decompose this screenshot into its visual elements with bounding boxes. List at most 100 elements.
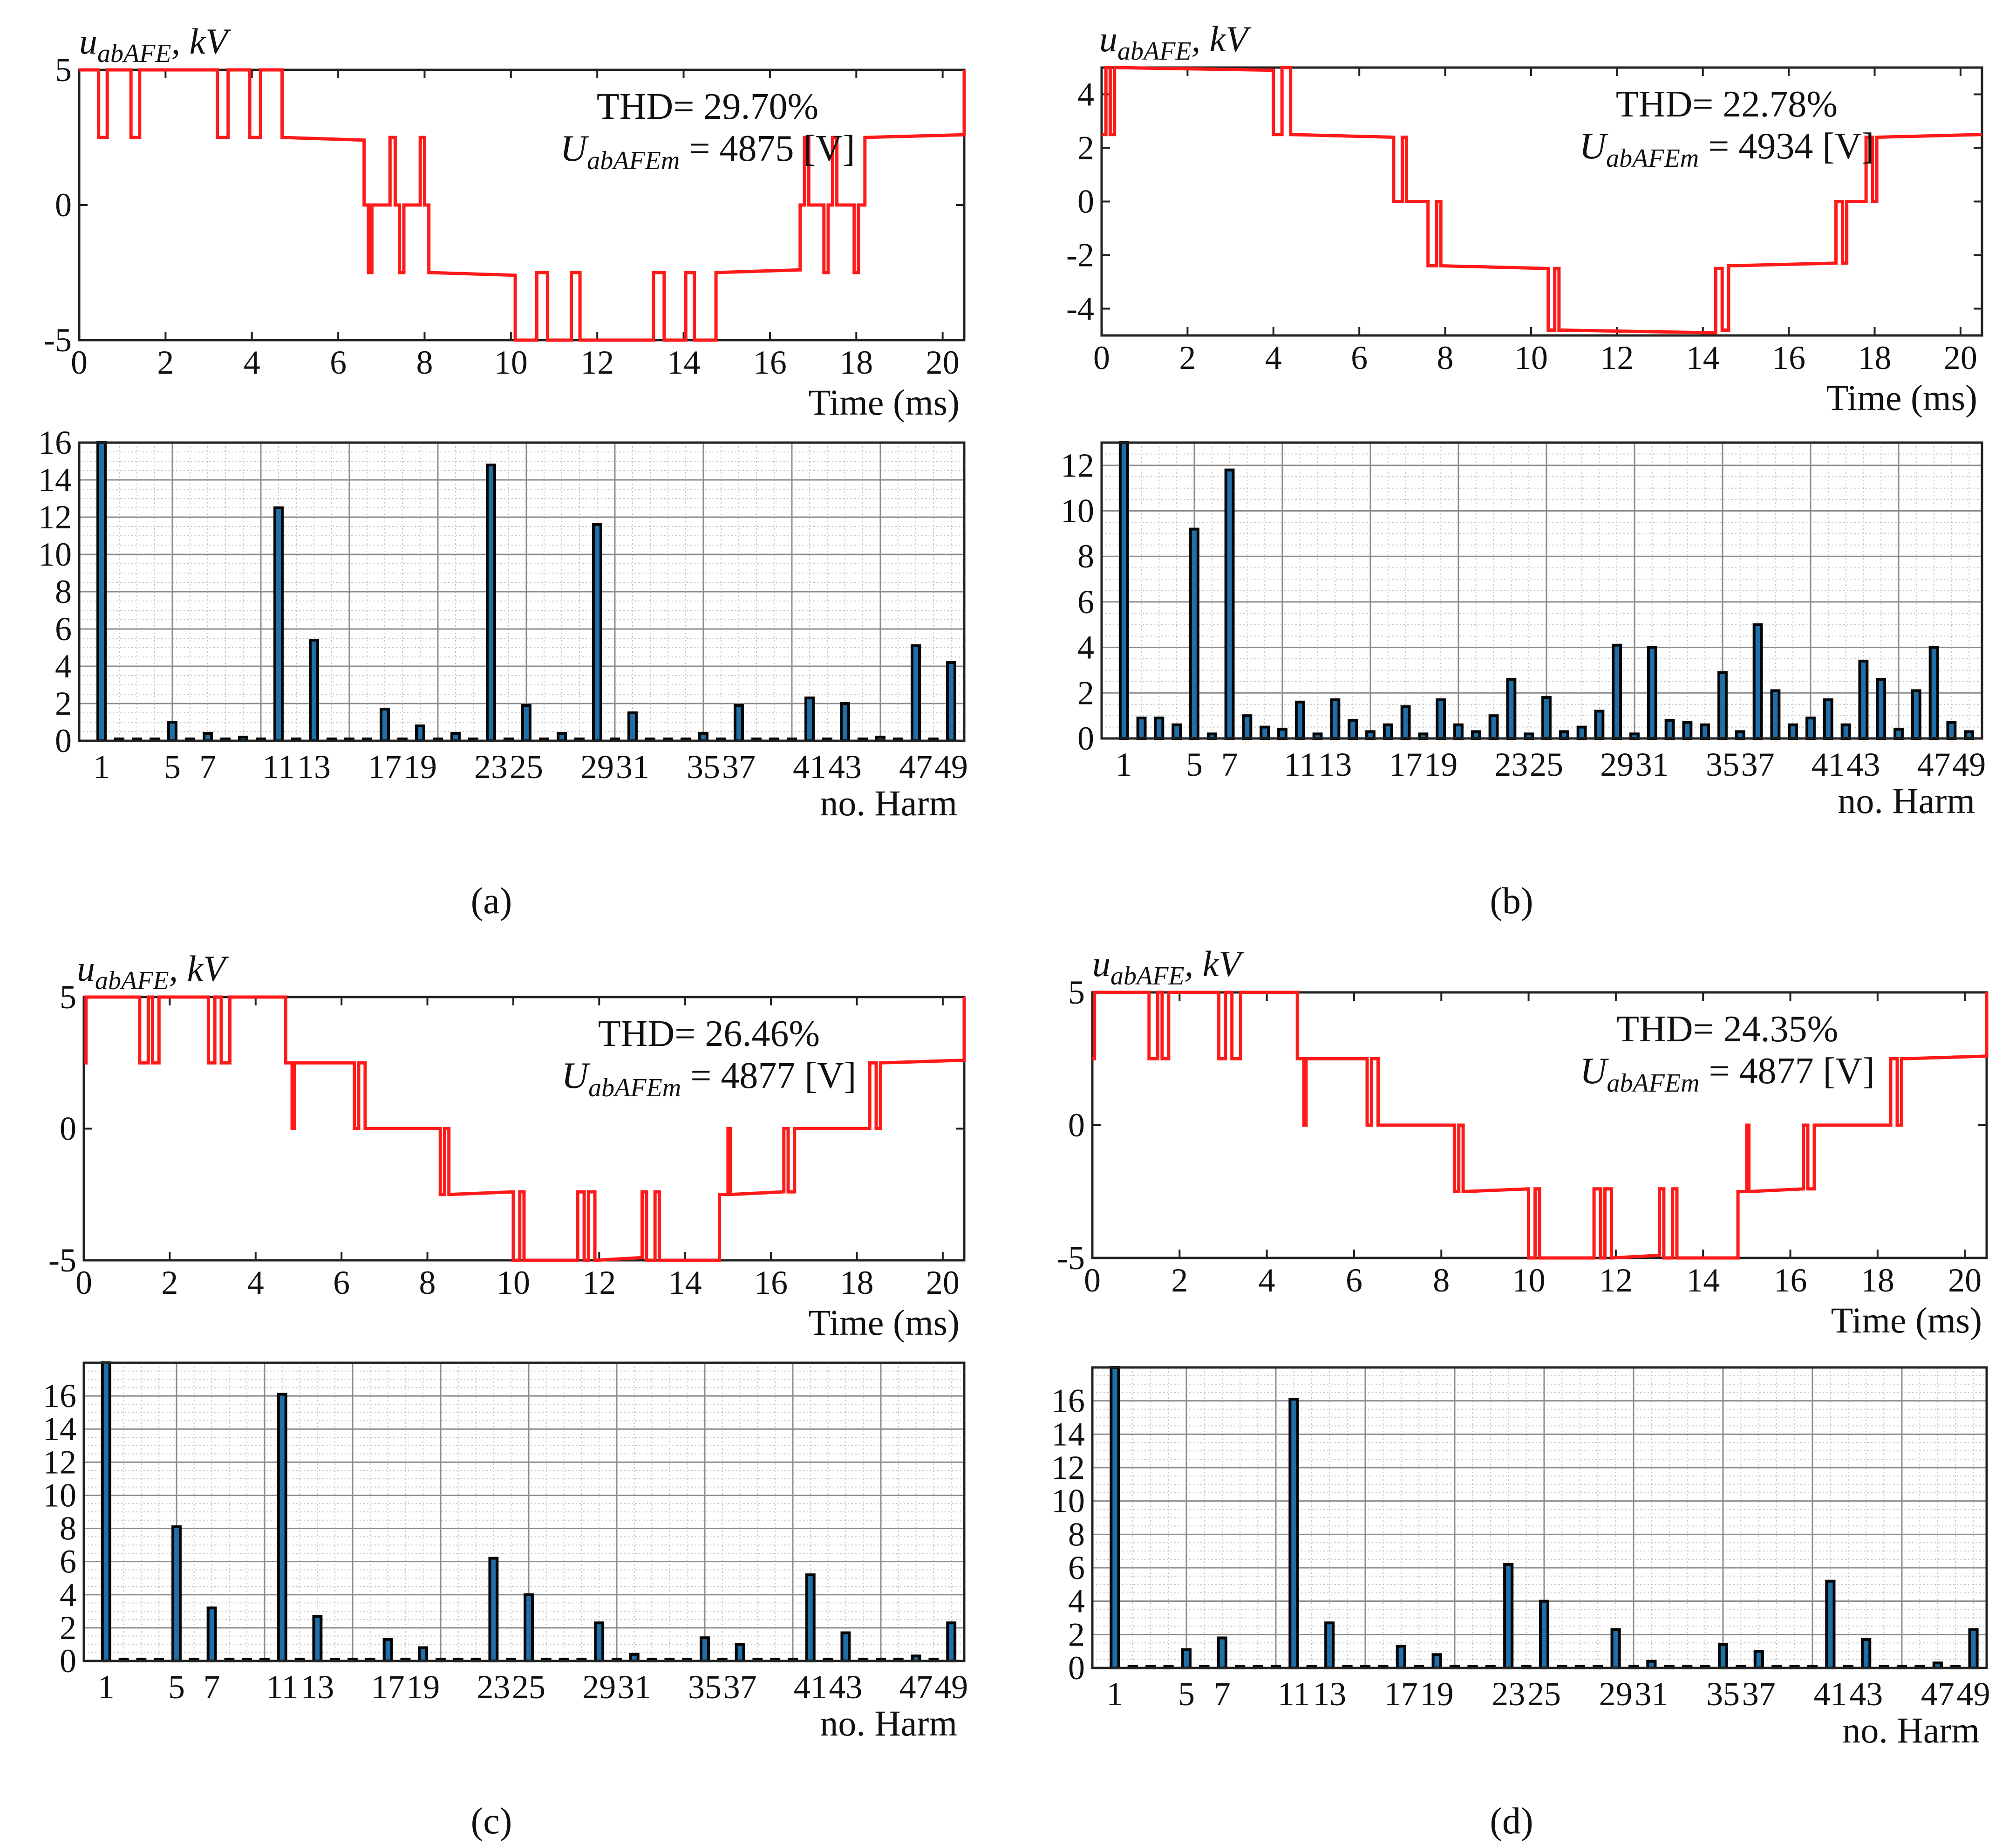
- x-tick-label: 12: [580, 344, 614, 381]
- spectrum-y-tick-label: 0: [55, 722, 72, 759]
- harmonic-bar-3: [1154, 717, 1165, 740]
- harmonic-bar-33: [1682, 721, 1693, 740]
- harmonic-bar-17: [1396, 1645, 1406, 1670]
- x-tick-label: 10: [497, 1264, 530, 1301]
- harmonic-bar-41: [805, 1573, 816, 1662]
- y-label-symbol: u: [79, 21, 97, 62]
- y-tick-label: -2: [1066, 237, 1094, 274]
- spectrum-y-tick-label: 4: [55, 648, 72, 685]
- spectrum-x-tick-label: 47: [899, 748, 933, 786]
- x-tick-label: 18: [840, 1264, 874, 1301]
- harmonic-bar-7: [206, 1606, 217, 1662]
- harmonic-bar-35: [1717, 671, 1728, 740]
- x-tick-label: 4: [247, 1264, 264, 1301]
- spectrum-x-tick-label: 43: [828, 748, 862, 786]
- y-tick-label: -5: [44, 321, 72, 359]
- y-label-unit: , kV: [171, 21, 232, 62]
- harmonic-bar-13: [309, 639, 319, 742]
- spectrum-y-tick-label: 12: [38, 499, 72, 536]
- harmonic-bar-19: [1436, 698, 1446, 740]
- harmonic-bar-19: [415, 724, 425, 742]
- waveform-y-label: uabAFE, kV: [79, 21, 232, 68]
- harmonic-bar-1: [96, 441, 107, 742]
- harmonic-bar-19: [1431, 1653, 1442, 1669]
- spectrum-x-tick-label: 47: [1921, 1675, 1955, 1713]
- x-tick-label: 14: [667, 344, 701, 381]
- voltage-waveform-line: [1102, 66, 1982, 335]
- x-tick-label: 8: [419, 1264, 436, 1301]
- thd-annotation: THD= 24.35%: [1616, 1009, 1838, 1050]
- x-tick-label: 14: [1686, 339, 1720, 376]
- spectrum-x-tick-label: 23: [477, 1668, 510, 1706]
- harmonic-bar-5: [167, 721, 177, 742]
- spectrum-x-tick-label: 1: [1106, 1675, 1123, 1713]
- spectrum-x-tick-label: 49: [1952, 746, 1986, 783]
- harmonic-bar-32: [1664, 718, 1675, 740]
- um-annotation: UabAFEm = 4934 [V]: [1579, 126, 1874, 173]
- harmonic-bar-47: [911, 644, 921, 742]
- harmonic-bar-9: [1260, 725, 1270, 740]
- y-label-symbol: u: [1099, 19, 1117, 59]
- spectrum-y-tick-label: 2: [55, 685, 72, 722]
- x-tick-label: 20: [1944, 339, 1977, 376]
- y-label-unit: , kV: [1185, 943, 1245, 984]
- harmonic-bar-44: [1876, 678, 1887, 740]
- um-symbol: U: [1579, 126, 1608, 167]
- harmonic-bar-35: [1717, 1643, 1729, 1669]
- spectrum-x-tick-label: 41: [1812, 746, 1845, 783]
- harmonic-bar-41: [1823, 698, 1833, 740]
- harmonic-bar-11: [1288, 1398, 1299, 1669]
- waveform-y-label: uabAFE, kV: [1092, 943, 1245, 991]
- harmonic-bar-43: [840, 702, 850, 742]
- spectrum-x-tick-label: 37: [723, 1668, 757, 1706]
- spectrum-frame: [1100, 441, 1983, 740]
- y-label-subscript: abAFE: [97, 39, 171, 68]
- harmonic-bar-29: [1612, 643, 1622, 740]
- harmonic-bar-13: [1330, 698, 1341, 740]
- spectrum-x-tick-label: 31: [1635, 1675, 1668, 1713]
- spectrum-x-tick-label: 1: [98, 1668, 115, 1706]
- waveform-x-label: Time (ms): [1826, 377, 1977, 418]
- x-tick-label: 20: [926, 1264, 960, 1301]
- harmonic-bar-4: [1171, 723, 1182, 740]
- panel-caption: (c): [471, 1801, 512, 1842]
- spectrum-x-tick-label: 13: [1313, 1675, 1346, 1713]
- y-tick-label: 5: [1068, 974, 1085, 1011]
- um-annotation: UabAFEm = 4877 [V]: [1580, 1051, 1875, 1098]
- waveform-x-label: Time (ms): [1831, 1300, 1982, 1340]
- x-tick-label: 16: [1772, 339, 1805, 376]
- spectrum-x-tick-label: 7: [199, 748, 216, 786]
- spectrum-y-tick-label: 8: [55, 573, 72, 610]
- harmonic-bar-13: [1324, 1621, 1335, 1669]
- harmonic-bar-11: [273, 506, 284, 742]
- spectrum-x-label: no. Harm: [820, 783, 957, 823]
- x-tick-label: 4: [1259, 1262, 1275, 1299]
- spectrum-x-tick-label: 5: [1178, 1675, 1195, 1713]
- spectrum-y-tick-label: 0: [60, 1642, 76, 1680]
- x-tick-label: 2: [1179, 339, 1196, 376]
- spectrum-x-tick-label: 25: [512, 1668, 545, 1706]
- y-tick-label: 5: [60, 978, 76, 1016]
- y-label-symbol: u: [1092, 943, 1110, 984]
- spectrum-y-tick-label: 10: [43, 1476, 76, 1514]
- voltage-waveform-line: [79, 68, 966, 342]
- harmonic-bar-29: [594, 1621, 605, 1662]
- x-tick-label: 2: [157, 344, 174, 381]
- spectrum-y-tick-label: 8: [60, 1510, 76, 1547]
- spectrum-x-tick-label: 43: [1846, 746, 1880, 783]
- x-tick-label: 8: [1433, 1262, 1450, 1299]
- spectrum-y-tick-label: 8: [1077, 538, 1094, 575]
- spectrum-x-tick-label: 43: [1849, 1675, 1883, 1713]
- harmonic-bar-45: [1893, 728, 1904, 740]
- spectrum-x-tick-label: 41: [793, 748, 826, 786]
- harmonic-bar-27: [1576, 725, 1587, 740]
- spectrum-y-tick-label: 6: [1077, 583, 1094, 621]
- harmonic-bar-38: [1770, 689, 1781, 740]
- harmonic-bar-23: [486, 464, 496, 742]
